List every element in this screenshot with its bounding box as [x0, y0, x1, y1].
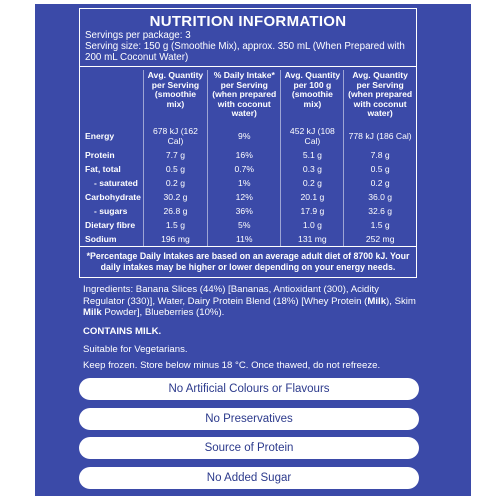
cell: 0.2 g — [280, 176, 344, 191]
nutrient-name: Fat, total — [85, 163, 121, 174]
nutrient-name: - saturated — [94, 177, 138, 188]
cell: 1.5 g — [343, 218, 416, 233]
cell: 9% — [207, 124, 281, 149]
label-panel: NUTRITION INFORMATION Servings per packa… — [35, 4, 471, 496]
cell: 1.0 g — [280, 218, 344, 233]
cell: 0.2 g — [343, 176, 416, 191]
nutrient-name: Dietary fibre — [85, 219, 136, 230]
footnote: *Percentage Daily Intakes are based on a… — [80, 246, 416, 277]
table-row: Protein 7.7 g 16% 5.1 g 7.8 g — [80, 148, 416, 163]
cell: 32.6 g — [343, 204, 416, 219]
header-cell: Avg. Quantity per Serving (when prepared… — [343, 70, 416, 125]
nutrient-name: Protein — [85, 149, 115, 160]
cell: 0.5 g — [343, 162, 416, 177]
table-row: Carbohydrate 30.2 g 12% 20.1 g 36.0 g — [80, 190, 416, 205]
vegetarian: Suitable for Vegetarians. — [83, 344, 188, 355]
cell: 7.8 g — [343, 148, 416, 163]
table-row: Energy 678 kJ (162 Cal) 9% 452 kJ (108 Cal)… — [80, 124, 416, 149]
ingredients-text: Ingredients: Banana Slices (44%) [Banana… — [83, 284, 379, 307]
ingredients-text: Powder], Blueberries (10%). — [101, 307, 225, 318]
header-cell: Avg. Quantity per Serving (smoothie mix) — [142, 70, 208, 125]
table-row: Dietary fibre 1.5 g 5% 1.0 g 1.5 g — [80, 218, 416, 233]
title: NUTRITION INFORMATION — [149, 13, 347, 30]
table-body: Energy 678 kJ (162 Cal) 9% 452 kJ (108 Cal)… — [80, 124, 416, 247]
allergen: Milk — [367, 295, 387, 307]
cell: 5% — [207, 218, 281, 233]
ingredients-text: ), Skim — [386, 295, 416, 307]
claim-badge: No Artificial Colours or Flavours — [79, 378, 419, 400]
table-row: - saturated 0.2 g 1% 0.2 g 0.2 g — [80, 176, 416, 191]
cell: 12% — [207, 190, 281, 205]
cell: 0.2 g — [142, 176, 208, 191]
table-row: Fat, total 0.5 g 0.7% 0.3 g 0.5 g — [80, 162, 416, 177]
cell: 452 kJ (108 Cal) — [280, 124, 344, 149]
allergen: Milk — [83, 307, 102, 318]
cell: 20.1 g — [280, 190, 344, 205]
nutrition-panel: NUTRITION INFORMATION Servings per packa… — [79, 8, 417, 278]
cell: 5.1 g — [280, 148, 344, 163]
nutrient-name: Sodium — [85, 233, 117, 244]
header-cell: Avg. Quantity per 100 g (smoothie mix) — [280, 70, 344, 125]
claim-badge: Source of Protein — [79, 437, 419, 459]
header-row: Avg. Quantity per Serving (smoothie mix)… — [80, 70, 416, 125]
header-cell: % Daily Intake* per Serving (when prepar… — [207, 70, 281, 125]
nutrient-name: Energy — [85, 130, 115, 141]
cell: 7.7 g — [142, 148, 208, 163]
ingredients: Ingredients: Banana Slices (44%) [Banana… — [83, 284, 419, 319]
table-row: Sodium 196 mg 11% 131 mg 252 mg — [80, 232, 416, 247]
nutrient-name: - sugars — [94, 205, 128, 216]
storage: Keep frozen. Store below minus 18 °C. On… — [83, 360, 381, 371]
cell: 17.9 g — [280, 204, 344, 219]
cell: 26.8 g — [142, 204, 208, 219]
cell: 36.0 g — [343, 190, 416, 205]
cell: 131 mg — [280, 232, 344, 247]
nutrition-table: Avg. Quantity per Serving (smoothie mix)… — [80, 70, 416, 247]
cell: 11% — [207, 232, 281, 247]
cell: 30.2 g — [142, 190, 208, 205]
cell: 678 kJ (162 Cal) — [142, 124, 208, 149]
allergen-statement: CONTAINS MILK. — [83, 326, 162, 337]
cell: 252 mg — [343, 232, 416, 247]
cell: 0.3 g — [280, 162, 344, 177]
cell: 0.5 g — [142, 162, 208, 177]
header-cell — [80, 70, 143, 125]
claim-badge: No Preservatives — [79, 407, 419, 430]
servings-per-package: Servings per package: 3 — [85, 30, 191, 41]
table-row: - sugars 26.8 g 36% 17.9 g 32.6 g — [80, 204, 416, 219]
cell: 1.5 g — [142, 218, 208, 233]
nutrient-name: Carbohydrate — [85, 191, 141, 202]
claim-badge: No Added Sugar — [79, 466, 419, 489]
cell: 1% — [207, 176, 281, 191]
cell: 196 mg — [142, 232, 208, 247]
cell: 16% — [207, 148, 281, 163]
cell: 0.7% — [207, 162, 281, 177]
cell: 36% — [207, 204, 281, 219]
serving-size: Serving size: 150 g (Smoothie Mix), appr… — [80, 41, 416, 67]
cell: 778 kJ (186 Cal) — [343, 124, 416, 149]
